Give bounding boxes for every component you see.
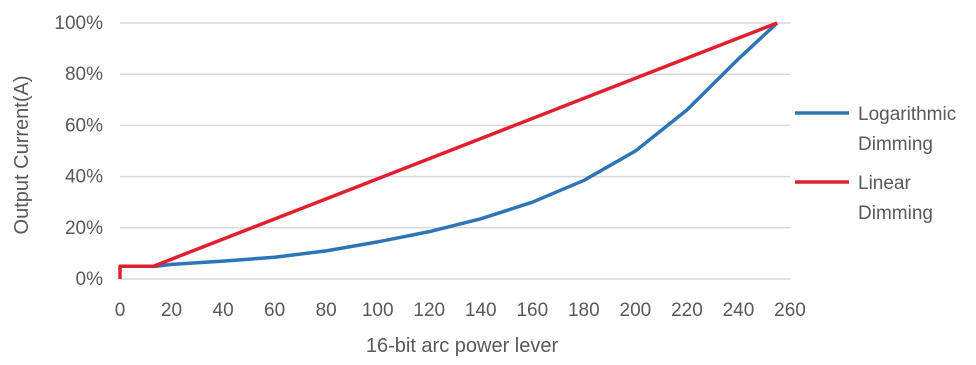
legend-label: Dimming bbox=[858, 203, 933, 224]
y-tick-label: 60% bbox=[65, 115, 103, 136]
x-tick-label: 140 bbox=[465, 300, 497, 321]
x-tick-label: 180 bbox=[568, 300, 600, 321]
logarithmic-dimming-series-line bbox=[120, 21, 779, 268]
y-tick-label: 100% bbox=[54, 13, 103, 34]
x-tick-label: 160 bbox=[516, 300, 548, 321]
y-tick-label: 0% bbox=[76, 269, 104, 290]
series-lines bbox=[118, 21, 779, 279]
tick-labels: 0% 20% 40% 60% 80% 100% 0 20 40 60 80 100 120 140 160 1… bbox=[54, 13, 805, 321]
y-axis-title: Output Current(A) bbox=[11, 76, 33, 235]
y-tick-label: 40% bbox=[65, 167, 103, 188]
x-tick-label: 100 bbox=[362, 300, 394, 321]
gridlines bbox=[120, 22, 790, 229]
y-tick-label: 80% bbox=[65, 64, 103, 85]
x-tick-label: 120 bbox=[413, 300, 445, 321]
x-tick-label: 220 bbox=[671, 300, 703, 321]
legend-label: Logarithmic bbox=[858, 104, 956, 125]
legend-label: Linear bbox=[858, 173, 911, 194]
x-tick-label: 80 bbox=[316, 300, 337, 321]
x-tick-label: 260 bbox=[774, 300, 806, 321]
legend-label: Dimming bbox=[858, 134, 933, 155]
linear-dimming-series-line bbox=[118, 21, 778, 279]
y-tick-label: 20% bbox=[65, 218, 103, 239]
x-tick-label: 240 bbox=[723, 300, 755, 321]
x-axis-title: 16-bit arc power lever bbox=[366, 335, 559, 357]
x-tick-label: 60 bbox=[264, 300, 285, 321]
x-tick-label: 200 bbox=[620, 300, 652, 321]
x-tick-label: 40 bbox=[213, 300, 234, 321]
legend: Logarithmic Dimming Linear Dimming bbox=[795, 104, 956, 224]
x-tick-label: 0 bbox=[115, 300, 126, 321]
x-tick-label: 20 bbox=[161, 300, 182, 321]
